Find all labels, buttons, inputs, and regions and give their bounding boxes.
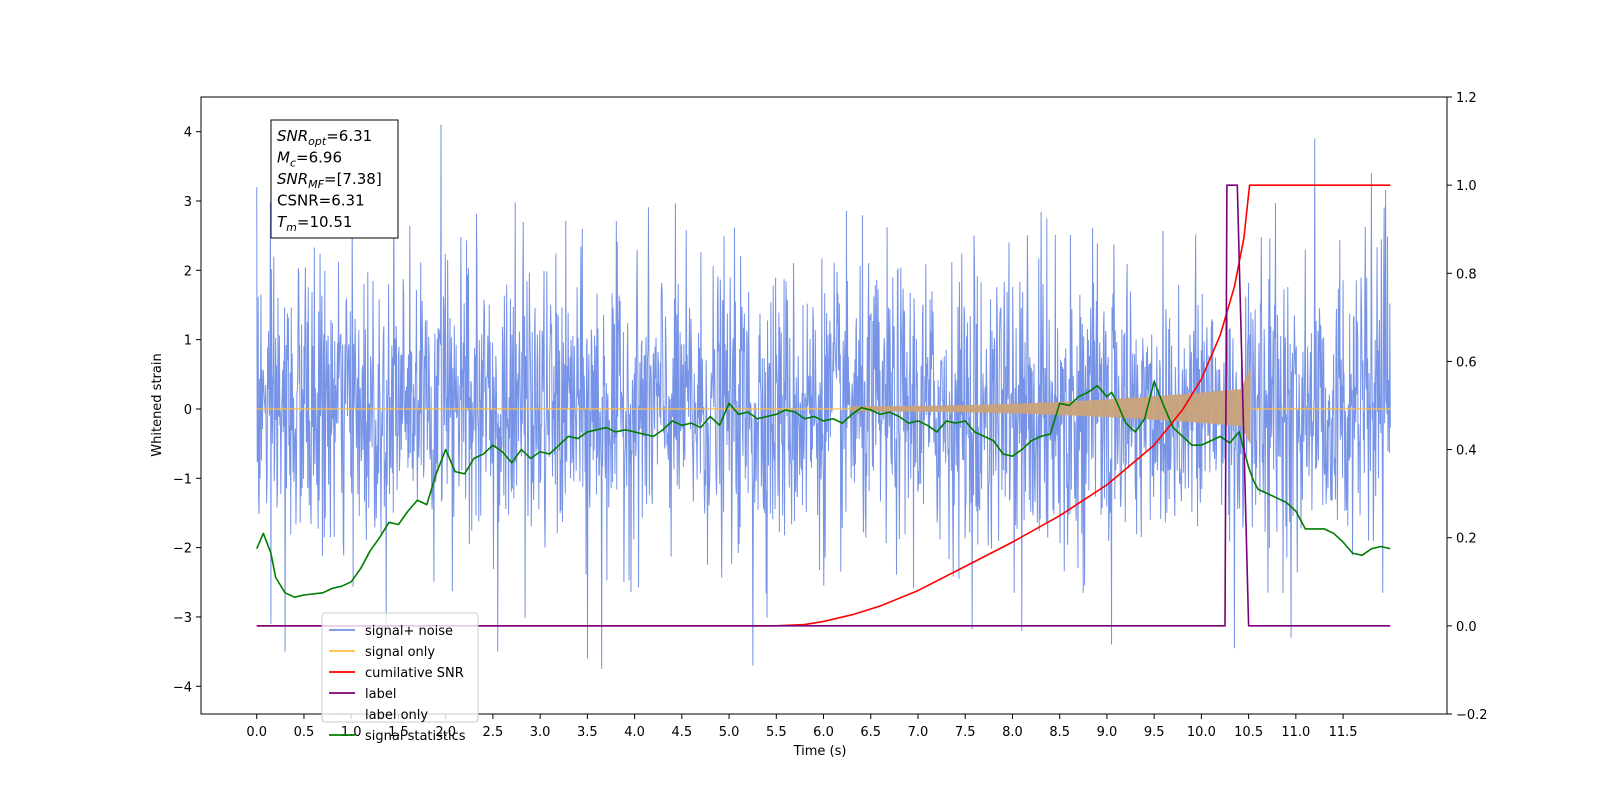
x-tick-label: 7.0 <box>908 725 929 740</box>
signal-statistics-line <box>255 380 1391 599</box>
y-axis-label: Whitened strain <box>150 353 165 456</box>
legend-item: label only <box>329 708 428 723</box>
x-tick-label: 6.5 <box>860 725 881 740</box>
y2-tick-label: −0.2 <box>1456 708 1488 723</box>
legend-item: label <box>329 687 396 702</box>
cumilative-snr-line <box>256 184 1391 627</box>
x-tick-label: 9.5 <box>1144 725 1165 740</box>
y2-tick-label: 1.2 <box>1456 91 1477 106</box>
legend-label: signal+ noise <box>365 624 453 639</box>
y2-tick-label: 0.8 <box>1456 267 1477 282</box>
plot-area <box>255 124 1391 669</box>
legend-item: signal only <box>329 645 435 660</box>
x-tick-label: 6.0 <box>813 725 834 740</box>
legend-label: signal only <box>365 645 435 660</box>
legend-item: cumilative SNR <box>329 666 464 681</box>
legend-item: signal statistics <box>329 729 466 744</box>
x-tick-label: 8.0 <box>1002 725 1023 740</box>
x-tick-label: 2.5 <box>483 725 504 740</box>
x-axis-label: Time (s) <box>793 744 847 759</box>
annotation-line: Tm=10.51 <box>277 213 352 234</box>
y-tick-label: 3 <box>184 195 192 210</box>
legend-label: label only <box>365 708 428 723</box>
x-tick-label: 0.5 <box>294 725 315 740</box>
y2-tick-label: 0.0 <box>1456 620 1477 635</box>
x-tick-label: 7.5 <box>955 725 976 740</box>
y-tick-label: 0 <box>184 403 192 418</box>
label-line <box>256 184 1391 627</box>
y-tick-label: −4 <box>173 680 192 695</box>
y-tick-label: −3 <box>173 611 192 626</box>
x-tick-label: 1.0 <box>341 725 362 740</box>
x-tick-label: 3.5 <box>577 725 598 740</box>
legend-frame <box>321 612 479 723</box>
annotation-line: SNRopt=6.31 <box>277 127 372 148</box>
y-axis-left: −4 −3 −2 −1 0 1 2 3 4 <box>173 126 201 695</box>
x-tick-label: 11.5 <box>1329 725 1358 740</box>
y-tick-label: −1 <box>173 472 192 487</box>
y2-tick-label: 0.4 <box>1456 444 1477 459</box>
x-tick-label: 5.5 <box>766 725 787 740</box>
legend-label: cumilative SNR <box>365 666 464 681</box>
signal-noise-series <box>256 124 1391 669</box>
annotation-line: SNRMF=[7.38] <box>277 170 382 191</box>
x-tick-label: 10.5 <box>1234 725 1263 740</box>
y2-tick-label: 1.0 <box>1456 179 1477 194</box>
signal-only-series <box>256 367 1391 445</box>
annotation-line: CSNR=6.31 <box>277 192 365 210</box>
x-tick-label: 2.0 <box>435 725 456 740</box>
y-tick-label: 1 <box>184 334 192 349</box>
right-axis-series <box>255 184 1391 627</box>
y-tick-label: 2 <box>184 264 192 279</box>
x-tick-label: 11.0 <box>1281 725 1310 740</box>
signal-noise-line <box>256 124 1391 669</box>
y-tick-label: −2 <box>173 542 192 557</box>
legend: signal+ noise signal only cumilative SNR la… <box>321 612 479 744</box>
x-axis: 0.0 0.5 1.0 1.5 2.0 2.5 3.0 3.5 4.0 4.5 5.0 5.5 6.0 6… <box>246 714 1358 740</box>
x-tick-label: 5.0 <box>719 725 740 740</box>
x-tick-label: 9.0 <box>1097 725 1118 740</box>
y2-tick-label: 0.6 <box>1456 355 1477 370</box>
x-tick-label: 4.5 <box>671 725 692 740</box>
annotation-frame <box>270 119 399 239</box>
legend-label: label <box>365 687 396 702</box>
x-tick-label: 10.0 <box>1187 725 1216 740</box>
signal-only-chirp <box>851 367 1251 445</box>
y2-tick-label: 0.2 <box>1456 532 1477 547</box>
x-tick-label: 1.5 <box>388 725 409 740</box>
x-tick-label: 4.0 <box>624 725 645 740</box>
legend-label: signal statistics <box>365 729 466 744</box>
x-tick-label: 0.0 <box>246 725 267 740</box>
y-tick-label: 4 <box>184 126 192 141</box>
legend-item: signal+ noise <box>329 624 453 639</box>
x-tick-label: 8.5 <box>1049 725 1070 740</box>
x-tick-label: 3.0 <box>530 725 551 740</box>
annotation-line: Mc=6.96 <box>277 149 342 170</box>
y-axis-right: −0.2 0.0 0.2 0.4 0.6 0.8 1.0 1.2 <box>1447 91 1488 723</box>
